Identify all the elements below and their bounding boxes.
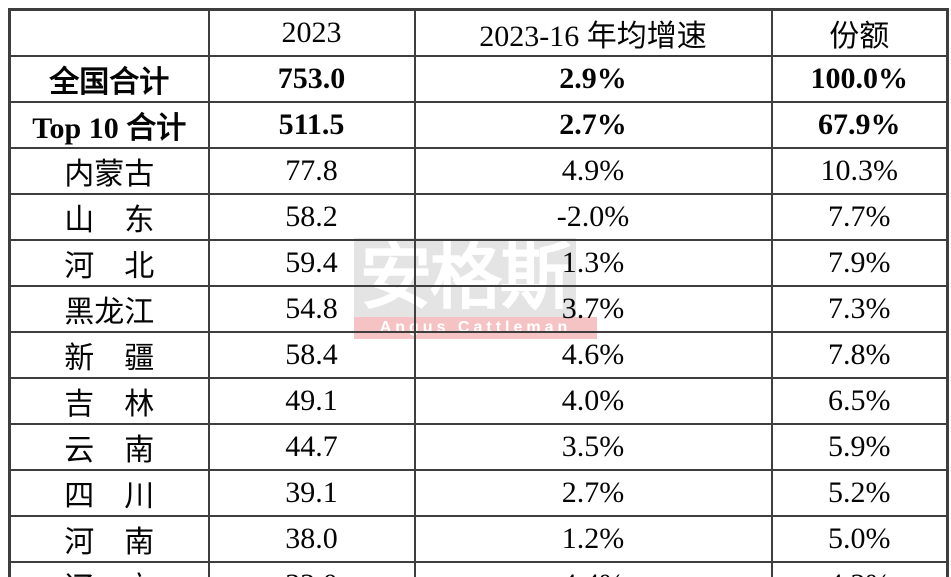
cell-share: 4.2% [770, 561, 949, 577]
cell-2023: 753.0 [207, 55, 416, 103]
table-row: 四 川 39.1 2.7% 5.2% [8, 469, 949, 517]
cell-share: 6.5% [770, 377, 949, 425]
table-row: 黑龙江 54.8 3.7% 7.3% [8, 285, 949, 333]
cell-name: 新 疆 [8, 331, 210, 379]
cell-share: 5.9% [770, 423, 949, 471]
cell-2023: 77.8 [207, 147, 416, 195]
cell-name: 黑龙江 [8, 285, 210, 333]
cell-2023: 58.2 [207, 193, 416, 241]
cell-growth: -2.0% [413, 193, 773, 241]
cell-share: 5.0% [770, 515, 949, 563]
cell-2023: 59.4 [207, 239, 416, 287]
cell-growth: 1.3% [413, 239, 773, 287]
cell-growth: 2.7% [413, 101, 773, 149]
cell-share: 7.8% [770, 331, 949, 379]
table-row: 河 北 59.4 1.3% 7.9% [8, 239, 949, 287]
cell-growth: 2.9% [413, 55, 773, 103]
column-header-empty [8, 8, 210, 57]
cell-growth: 2.7% [413, 469, 773, 517]
cell-name: 云 南 [8, 423, 210, 471]
data-table: 2023 2023-16 年均增速 份额 全国合计 753.0 2.9% 100… [8, 8, 949, 577]
table-row: 吉 林 49.1 4.0% 6.5% [8, 377, 949, 425]
cell-name: 内蒙古 [8, 147, 210, 195]
table-row: 云 南 44.7 3.5% 5.9% [8, 423, 949, 471]
cell-share: 67.9% [770, 101, 949, 149]
table-row: 新 疆 58.4 4.6% 7.8% [8, 331, 949, 379]
cell-growth: 4.6% [413, 331, 773, 379]
cell-name: 河 南 [8, 515, 210, 563]
cell-share: 7.3% [770, 285, 949, 333]
cell-share: 100.0% [770, 55, 949, 103]
cell-share: 10.3% [770, 147, 949, 195]
cell-2023: 39.1 [207, 469, 416, 517]
cell-name: 山 东 [8, 193, 210, 241]
cell-2023: 38.0 [207, 515, 416, 563]
cell-2023: 58.4 [207, 331, 416, 379]
cell-growth: 3.5% [413, 423, 773, 471]
column-header-2023: 2023 [207, 8, 416, 57]
cell-2023: 44.7 [207, 423, 416, 471]
table-row: 内蒙古 77.8 4.9% 10.3% [8, 147, 949, 195]
cell-2023: 54.8 [207, 285, 416, 333]
cell-share: 7.7% [770, 193, 949, 241]
header-row: 2023 2023-16 年均增速 份额 [8, 8, 949, 57]
column-header-growth: 2023-16 年均增速 [413, 8, 773, 57]
cell-2023: 49.1 [207, 377, 416, 425]
cell-growth: 4.0% [413, 377, 773, 425]
table-row: 山 东 58.2 -2.0% 7.7% [8, 193, 949, 241]
cell-share: 7.9% [770, 239, 949, 287]
cell-2023: 32.0 [207, 561, 416, 577]
cell-growth: 4.9% [413, 147, 773, 195]
cell-growth: 1.2% [413, 515, 773, 563]
cell-growth: 3.7% [413, 285, 773, 333]
cell-name: 吉 林 [8, 377, 210, 425]
cell-growth: 4.4% [413, 561, 773, 577]
table-row-national-total: 全国合计 753.0 2.9% 100.0% [8, 55, 949, 103]
table-row: 辽 宁 32.0 4.4% 4.2% [8, 561, 949, 577]
cell-name: 河 北 [8, 239, 210, 287]
cell-name: Top 10 合计 [8, 101, 210, 149]
table-row-top10-total: Top 10 合计 511.5 2.7% 67.9% [8, 101, 949, 149]
cell-name: 四 川 [8, 469, 210, 517]
column-header-share: 份额 [770, 8, 949, 57]
cell-name: 全国合计 [8, 55, 210, 103]
cell-share: 5.2% [770, 469, 949, 517]
cell-name: 辽 宁 [8, 561, 210, 577]
table-row: 河 南 38.0 1.2% 5.0% [8, 515, 949, 563]
cell-2023: 511.5 [207, 101, 416, 149]
